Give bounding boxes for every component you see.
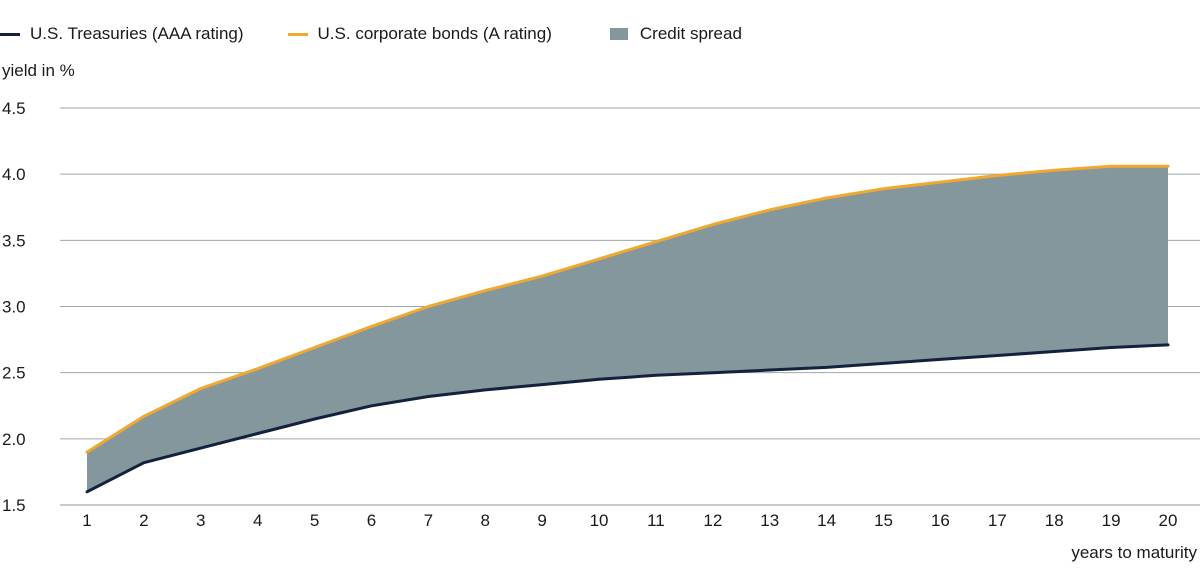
x-tick-label: 7 <box>424 511 433 530</box>
x-tick-label: 19 <box>1102 511 1121 530</box>
y-tick-label: 3.0 <box>2 298 26 317</box>
x-tick-label: 1 <box>82 511 91 530</box>
treasuries-line <box>85 343 1170 494</box>
x-tick-label: 5 <box>310 511 319 530</box>
x-tick-label: 14 <box>817 511 836 530</box>
x-tick-label: 4 <box>253 511 262 530</box>
x-axis-label: years to maturity <box>1071 543 1197 562</box>
credit-spread-area <box>87 166 1168 492</box>
corporate-bonds-line <box>85 164 1170 454</box>
legend-swatch-spread <box>609 28 628 40</box>
legend-item-spread: Credit spread <box>596 24 742 44</box>
x-tick-label: 11 <box>647 511 665 530</box>
legend-item-corporate: U.S. corporate bonds (A rating) <box>287 24 552 44</box>
y-axis-label: yield in % <box>2 61 75 80</box>
legend-item-treasuries: U.S. Treasuries (AAA rating) <box>0 24 244 44</box>
x-tick-label: 2 <box>139 511 148 530</box>
y-tick-labels: 1.5 2.0 2.5 3.0 3.5 4.0 4.5 <box>2 99 26 515</box>
x-tick-label: 20 <box>1159 511 1178 530</box>
x-tick-label: 13 <box>760 511 779 530</box>
plot-area <box>85 164 1170 494</box>
x-tick-label: 9 <box>537 511 546 530</box>
x-tick-label: 10 <box>590 511 609 530</box>
chart-legend: U.S. Treasuries (AAA rating) U.S. corpor… <box>0 22 786 46</box>
x-tick-labels: 1 2 3 4 5 6 7 8 9 10 11 12 13 14 15 16 17 18 19 20 <box>82 511 1177 530</box>
x-tick-label: 12 <box>703 511 722 530</box>
legend-swatch-corporate <box>287 32 308 36</box>
y-tick-label: 4.5 <box>2 99 26 118</box>
y-tick-label: 2.5 <box>2 364 26 383</box>
y-tick-label: 1.5 <box>2 496 26 515</box>
legend-label-treasuries: U.S. Treasuries (AAA rating) <box>30 24 244 43</box>
x-tick-label: 8 <box>481 511 490 530</box>
x-tick-label: 16 <box>931 511 950 530</box>
x-tick-label: 15 <box>874 511 893 530</box>
legend-swatch-treasuries <box>0 32 20 36</box>
y-tick-label: 2.0 <box>2 430 26 449</box>
x-tick-label: 17 <box>988 511 1007 530</box>
legend-label-spread: Credit spread <box>639 24 742 43</box>
x-tick-label: 6 <box>367 511 376 530</box>
x-tick-label: 3 <box>196 511 205 530</box>
y-tick-label: 4.0 <box>2 165 26 184</box>
x-tick-label: 18 <box>1045 511 1064 530</box>
y-tick-label: 3.5 <box>2 231 26 250</box>
legend-label-corporate: U.S. corporate bonds (A rating) <box>317 24 552 43</box>
